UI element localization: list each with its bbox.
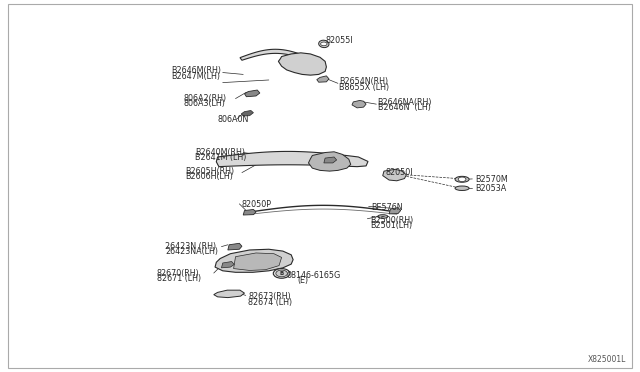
Polygon shape (216, 151, 368, 167)
Polygon shape (244, 90, 260, 97)
Polygon shape (389, 208, 401, 214)
Polygon shape (221, 262, 234, 268)
Text: B2647M(LH): B2647M(LH) (172, 72, 221, 81)
Text: B2641M (LH): B2641M (LH) (195, 153, 246, 162)
Polygon shape (228, 243, 242, 250)
Text: 806A2(RH): 806A2(RH) (183, 94, 226, 103)
Text: X825001L: X825001L (588, 355, 626, 364)
Text: 82674 (LH): 82674 (LH) (248, 298, 292, 307)
Text: B2606H(LH): B2606H(LH) (185, 172, 233, 181)
Text: B2501(LH): B2501(LH) (370, 221, 412, 230)
Ellipse shape (378, 215, 388, 218)
Polygon shape (352, 100, 366, 108)
Text: B2646N  (LH): B2646N (LH) (378, 103, 431, 112)
Polygon shape (243, 209, 256, 215)
Text: B2500(RH): B2500(RH) (370, 216, 413, 225)
Ellipse shape (455, 176, 469, 182)
Ellipse shape (455, 186, 469, 190)
Text: B2646NA(RH): B2646NA(RH) (378, 98, 432, 107)
Text: 806A3(LH): 806A3(LH) (183, 99, 225, 108)
Text: 26423N (RH): 26423N (RH) (165, 242, 216, 251)
Text: 26423NA(LH): 26423NA(LH) (165, 247, 218, 256)
Text: (E): (E) (297, 276, 308, 285)
Text: B: B (280, 271, 284, 276)
Polygon shape (240, 49, 314, 61)
Polygon shape (214, 290, 244, 298)
Polygon shape (234, 253, 282, 270)
Polygon shape (241, 110, 253, 116)
Text: BE576N: BE576N (371, 203, 403, 212)
Text: B2053A: B2053A (475, 185, 506, 193)
Text: 82673(RH): 82673(RH) (248, 292, 291, 301)
Polygon shape (278, 53, 326, 75)
Text: B2646M(RH): B2646M(RH) (172, 66, 221, 75)
Text: B2570M: B2570M (475, 175, 508, 184)
Polygon shape (383, 169, 406, 181)
Text: 82671 (LH): 82671 (LH) (157, 275, 201, 283)
Polygon shape (308, 152, 351, 171)
Circle shape (273, 269, 290, 278)
Circle shape (321, 42, 327, 46)
Text: 82050P: 82050P (242, 200, 272, 209)
Ellipse shape (319, 40, 329, 48)
Text: 82055I: 82055I (325, 36, 353, 45)
Text: 08146-6165G: 08146-6165G (287, 271, 341, 280)
Text: B2605H(RH): B2605H(RH) (185, 167, 234, 176)
Text: 82670(RH): 82670(RH) (157, 269, 200, 278)
Text: B2640M(RH): B2640M(RH) (195, 148, 245, 157)
Circle shape (276, 270, 287, 277)
Circle shape (458, 177, 466, 182)
Polygon shape (324, 157, 337, 163)
Text: 82050I: 82050I (386, 169, 413, 177)
Text: B2654N(RH): B2654N(RH) (339, 77, 388, 86)
Polygon shape (317, 76, 329, 82)
Text: B8655X (LH): B8655X (LH) (339, 83, 389, 92)
Polygon shape (215, 249, 293, 272)
Text: 806A0N: 806A0N (218, 115, 249, 124)
